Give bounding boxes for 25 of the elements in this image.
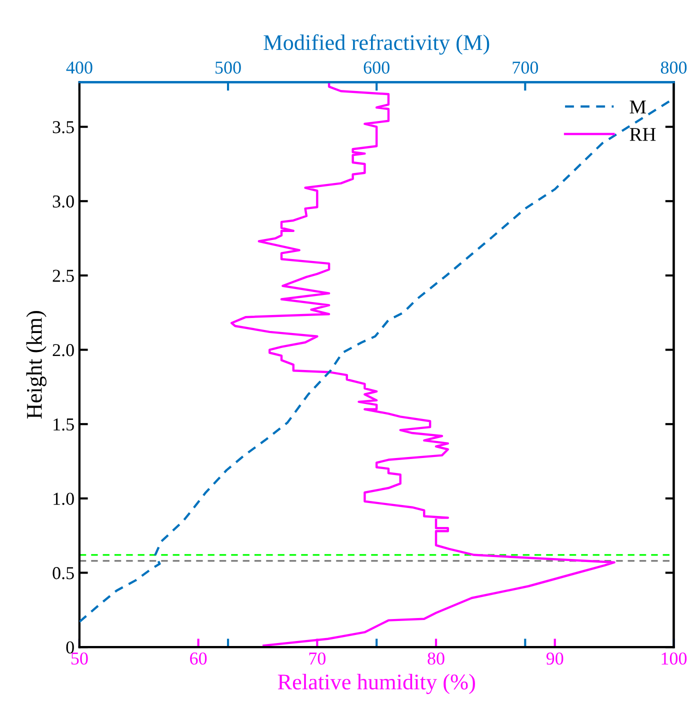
- x2-tick-label: 600: [364, 62, 390, 74]
- x-tick-label: 80: [428, 652, 444, 665]
- x-tick-label: 100: [662, 652, 687, 665]
- y-tick-label: 1.0: [54, 492, 74, 505]
- x2-tick-label: 500: [216, 62, 241, 74]
- x-tick-label: 50: [71, 652, 88, 665]
- x2-tick-label: 800: [660, 62, 687, 74]
- y-tick-label: 1.5: [54, 418, 74, 431]
- line-series: [230, 82, 616, 647]
- x-axis-title: Relative humidity (%): [278, 674, 475, 694]
- y-axis-title: Height (km): [26, 311, 46, 419]
- y-tick-label: 3.0: [52, 195, 74, 208]
- x2-axis-title: Modified refractivity (M): [264, 34, 490, 55]
- x-tick-label: 90: [546, 652, 564, 665]
- y-tick-label: 0.5: [52, 567, 74, 580]
- x2-tick-label: 700: [512, 62, 538, 74]
- x-tick-label: 70: [309, 652, 326, 665]
- y-tick-label: 2.0: [52, 344, 74, 356]
- x2-tick-label: 400: [66, 62, 92, 74]
- x-tick-label: 60: [190, 652, 207, 665]
- y-tick-label: 3.5: [52, 121, 74, 134]
- legend-label: M: [630, 100, 646, 114]
- y-tick-label: 2.5: [52, 270, 74, 282]
- legend-label: RH: [630, 128, 656, 141]
- y-tick-label: 0: [66, 641, 74, 654]
